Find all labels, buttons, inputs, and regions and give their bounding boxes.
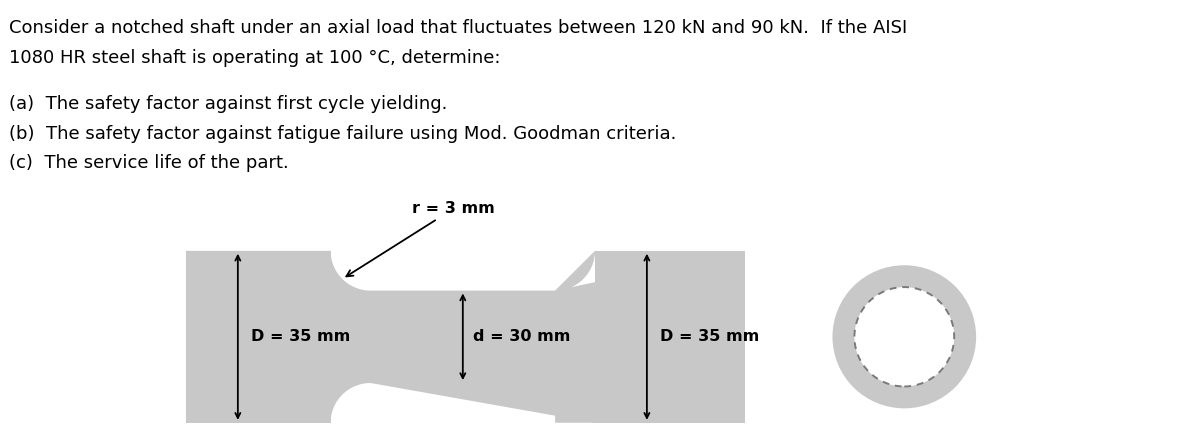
Text: d = 30 mm: d = 30 mm xyxy=(473,329,570,344)
Polygon shape xyxy=(186,251,745,423)
Bar xyxy=(186,251,331,423)
Text: r = 3 mm: r = 3 mm xyxy=(347,201,496,277)
Bar xyxy=(331,291,595,383)
Text: D = 35 mm: D = 35 mm xyxy=(251,329,350,344)
Bar xyxy=(595,251,745,423)
Circle shape xyxy=(854,287,954,387)
Text: 1080 HR steel shaft is operating at 100 °C, determine:: 1080 HR steel shaft is operating at 100 … xyxy=(10,49,500,67)
Text: Consider a notched shaft under an axial load that fluctuates between 120 kN and : Consider a notched shaft under an axial … xyxy=(10,19,907,37)
Text: (a)  The safety factor against first cycle yielding.: (a) The safety factor against first cycl… xyxy=(10,95,448,113)
Text: (b)  The safety factor against fatigue failure using Mod. Goodman criteria.: (b) The safety factor against fatigue fa… xyxy=(10,124,677,143)
Text: (c)  The service life of the part.: (c) The service life of the part. xyxy=(10,154,289,173)
Text: D = 35 mm: D = 35 mm xyxy=(660,329,760,344)
Circle shape xyxy=(833,265,976,409)
